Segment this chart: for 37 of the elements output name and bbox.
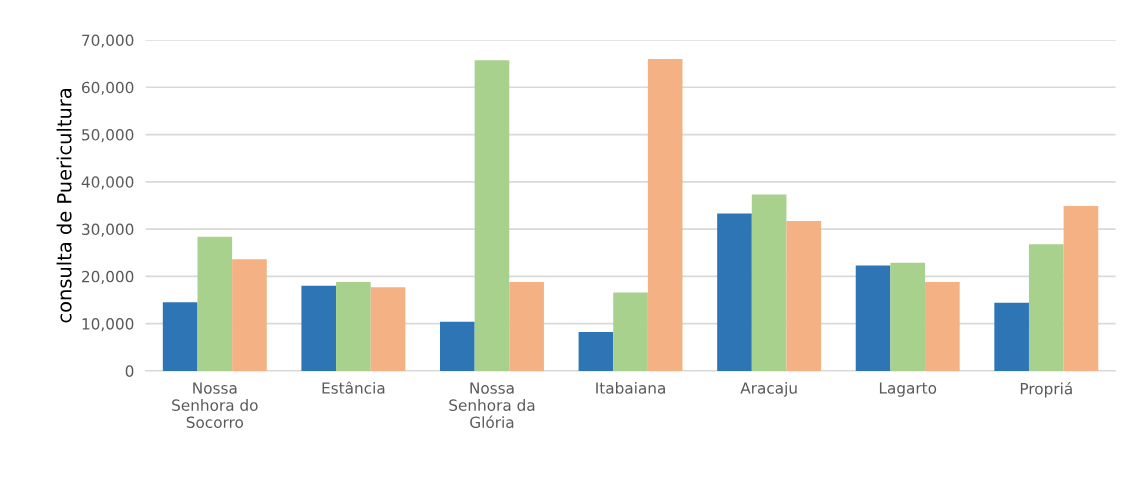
x-tick-label: Estância — [322, 381, 385, 394]
y-tick-label: 60,000 — [82, 81, 134, 95]
bar — [925, 282, 960, 371]
y-tick-label: 50,000 — [82, 129, 134, 143]
y-tick-label: 0 — [125, 365, 134, 377]
bar — [994, 302, 1029, 371]
y-tick-label: 70,000 — [82, 34, 134, 48]
y-tick-label: 20,000 — [82, 270, 134, 284]
bar — [301, 285, 337, 371]
bar — [890, 262, 926, 371]
x-tick-label: Nossa Senhora do Socorro — [172, 382, 258, 429]
bar — [474, 60, 510, 371]
bar — [162, 302, 198, 371]
bar — [509, 282, 544, 371]
bar — [1063, 205, 1099, 371]
bar — [613, 292, 648, 371]
x-tick-label: Lagarto — [879, 382, 937, 397]
x-tick-label: Propriá — [1020, 381, 1072, 398]
x-tick-label: Aracaju — [740, 381, 797, 397]
bar — [232, 259, 267, 371]
bar — [197, 236, 233, 371]
bar — [440, 321, 475, 371]
bar — [855, 265, 891, 371]
bar — [717, 213, 752, 371]
y-tick-label: 10,000 — [82, 318, 134, 332]
y-tick-label: 30,000 — [82, 223, 134, 237]
x-tick-label: Nossa Senhora da Glória — [449, 382, 535, 429]
bar — [647, 58, 683, 371]
bar — [751, 194, 787, 371]
bar — [1028, 244, 1064, 371]
y-axis-title: consulta de Puericultura — [56, 89, 72, 323]
bar — [786, 221, 822, 371]
bar — [336, 282, 371, 371]
y-tick-label: 40,000 — [81, 176, 134, 190]
bar — [370, 287, 406, 371]
x-tick-label: Itabaiana — [596, 381, 665, 394]
bar — [578, 332, 614, 371]
